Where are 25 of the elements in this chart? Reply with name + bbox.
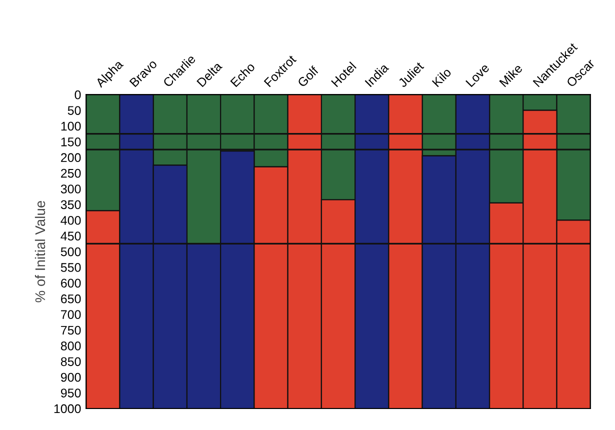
y-tick-label: 900 xyxy=(60,372,81,382)
y-tick-label: 50 xyxy=(68,106,81,115)
y-axis-title: % of Initial Value xyxy=(34,200,46,302)
x-tick-label: Golf xyxy=(296,65,320,88)
y-tick-label: 550 xyxy=(60,263,81,272)
y-tick-label: 150 xyxy=(61,137,81,146)
y-tick-label: 700 xyxy=(61,310,81,319)
y-tick-label: 650 xyxy=(61,294,81,304)
y-tick-label: 850 xyxy=(60,357,81,366)
x-tick-label: Mike xyxy=(498,63,523,88)
y-tick-label: 100 xyxy=(61,122,81,131)
y-tick-label: 800 xyxy=(60,342,81,350)
y-tick-label: 350 xyxy=(60,200,81,210)
y-tick-label: 750 xyxy=(61,326,81,335)
y-tick-label: 300 xyxy=(60,184,81,194)
y-tick-label: 500 xyxy=(60,247,81,256)
y-tick-label: 950 xyxy=(60,388,81,398)
y-tick-label: 400 xyxy=(60,216,81,225)
y-tick-label: 250 xyxy=(61,168,81,178)
y-tick-label: 1000 xyxy=(54,404,81,414)
x-tick-label: Kilo xyxy=(432,67,452,88)
y-tick-label: 200 xyxy=(61,153,81,162)
y-tick-label: 600 xyxy=(61,278,81,288)
y-tick-label: 450 xyxy=(60,232,81,241)
y-tick-label: 0 xyxy=(74,90,81,100)
